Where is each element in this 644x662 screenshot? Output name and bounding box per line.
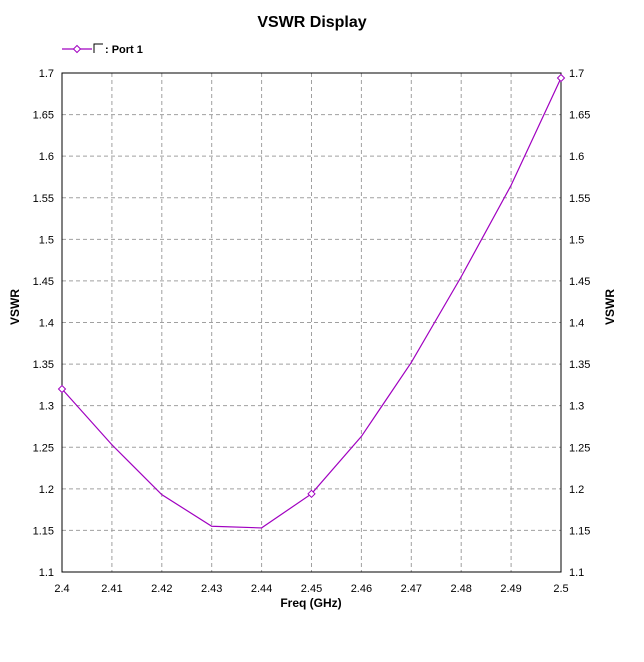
y-tick-label-left: 1.35: [33, 359, 54, 371]
y-tick-label-left: 1.7: [39, 68, 54, 80]
x-tick-label: 2.44: [251, 583, 272, 595]
y-tick-label-right: 1.35: [569, 359, 590, 371]
y-tick-label-right: 1.45: [569, 276, 590, 288]
grid: [62, 73, 561, 572]
y-tick-label-right: 1.4: [569, 318, 584, 330]
x-tick-label: 2.48: [450, 583, 471, 595]
y-tick-label-right: 1.7: [569, 68, 584, 80]
legend-diamond-marker: [72, 44, 82, 54]
x-tick-label: 2.42: [151, 583, 172, 595]
series-marker: [556, 73, 566, 83]
y-tick-label-right: 1.15: [569, 525, 590, 537]
x-tick-label: 2.4: [54, 583, 69, 595]
x-tick-label: 2.47: [401, 583, 422, 595]
y-tick-label-right: 1.3: [569, 401, 584, 413]
chart-title: VSWR Display: [257, 14, 366, 31]
x-tick-label: 2.45: [301, 583, 322, 595]
series-marker: [57, 384, 67, 394]
legend-label: : Port 1: [105, 44, 143, 56]
y-tick-label-right: 1.65: [569, 110, 590, 122]
x-tick-label: 2.43: [201, 583, 222, 595]
y-tick-label-left: 1.5: [39, 234, 54, 246]
series-marker: [307, 489, 316, 499]
y-tick-label-left: 1.6: [39, 151, 54, 163]
y-tick-label-left: 1.55: [33, 193, 54, 205]
reflection-coefficient-icon: [93, 43, 103, 53]
y-axis-ticks-left: 1.1 1.15 1.2 1.25 1.3 1.35 1.4 1.45 1.5 1.55 1.6 1.…: [33, 68, 54, 579]
plot-frame: [61, 72, 562, 573]
y-tick-label-right: 1.5: [569, 234, 584, 246]
x-tick-label: 2.49: [500, 583, 521, 595]
x-axis-label: Freq (GHz): [280, 596, 341, 610]
x-axis-ticks: 2.4 2.41 2.42 2.43 2.44 2.45 2.46 2.47 2.48 2.49 2…: [54, 583, 568, 595]
y-tick-label-right: 1.1: [569, 567, 584, 579]
y-tick-label-right: 1.2: [569, 484, 584, 496]
y-tick-label-left: 1.15: [33, 525, 54, 537]
y-tick-label-right: 1.25: [569, 442, 590, 454]
y-tick-label-left: 1.3: [39, 401, 54, 413]
y-axis-label-right: VSWR: [603, 289, 617, 325]
y-axis-ticks-right: 1.1 1.15 1.2 1.25 1.3 1.35 1.4 1.45 1.5 1.55 1.6 1.…: [569, 68, 590, 579]
y-axis-label-left: VSWR: [8, 289, 22, 325]
y-tick-label-left: 1.65: [33, 110, 54, 122]
y-tick-label-right: 1.6: [569, 151, 584, 163]
y-tick-label-left: 1.4: [39, 318, 54, 330]
y-tick-label-right: 1.55: [569, 193, 590, 205]
x-tick-label: 2.5: [553, 583, 568, 595]
y-tick-label-left: 1.45: [33, 276, 54, 288]
y-tick-label-left: 1.25: [33, 442, 54, 454]
y-tick-label-left: 1.1: [39, 567, 54, 579]
series-markers: [57, 73, 566, 499]
x-tick-label: 2.46: [351, 583, 372, 595]
legend: : Port 1: [62, 43, 143, 56]
y-tick-label-left: 1.2: [39, 484, 54, 496]
x-tick-label: 2.41: [101, 583, 122, 595]
